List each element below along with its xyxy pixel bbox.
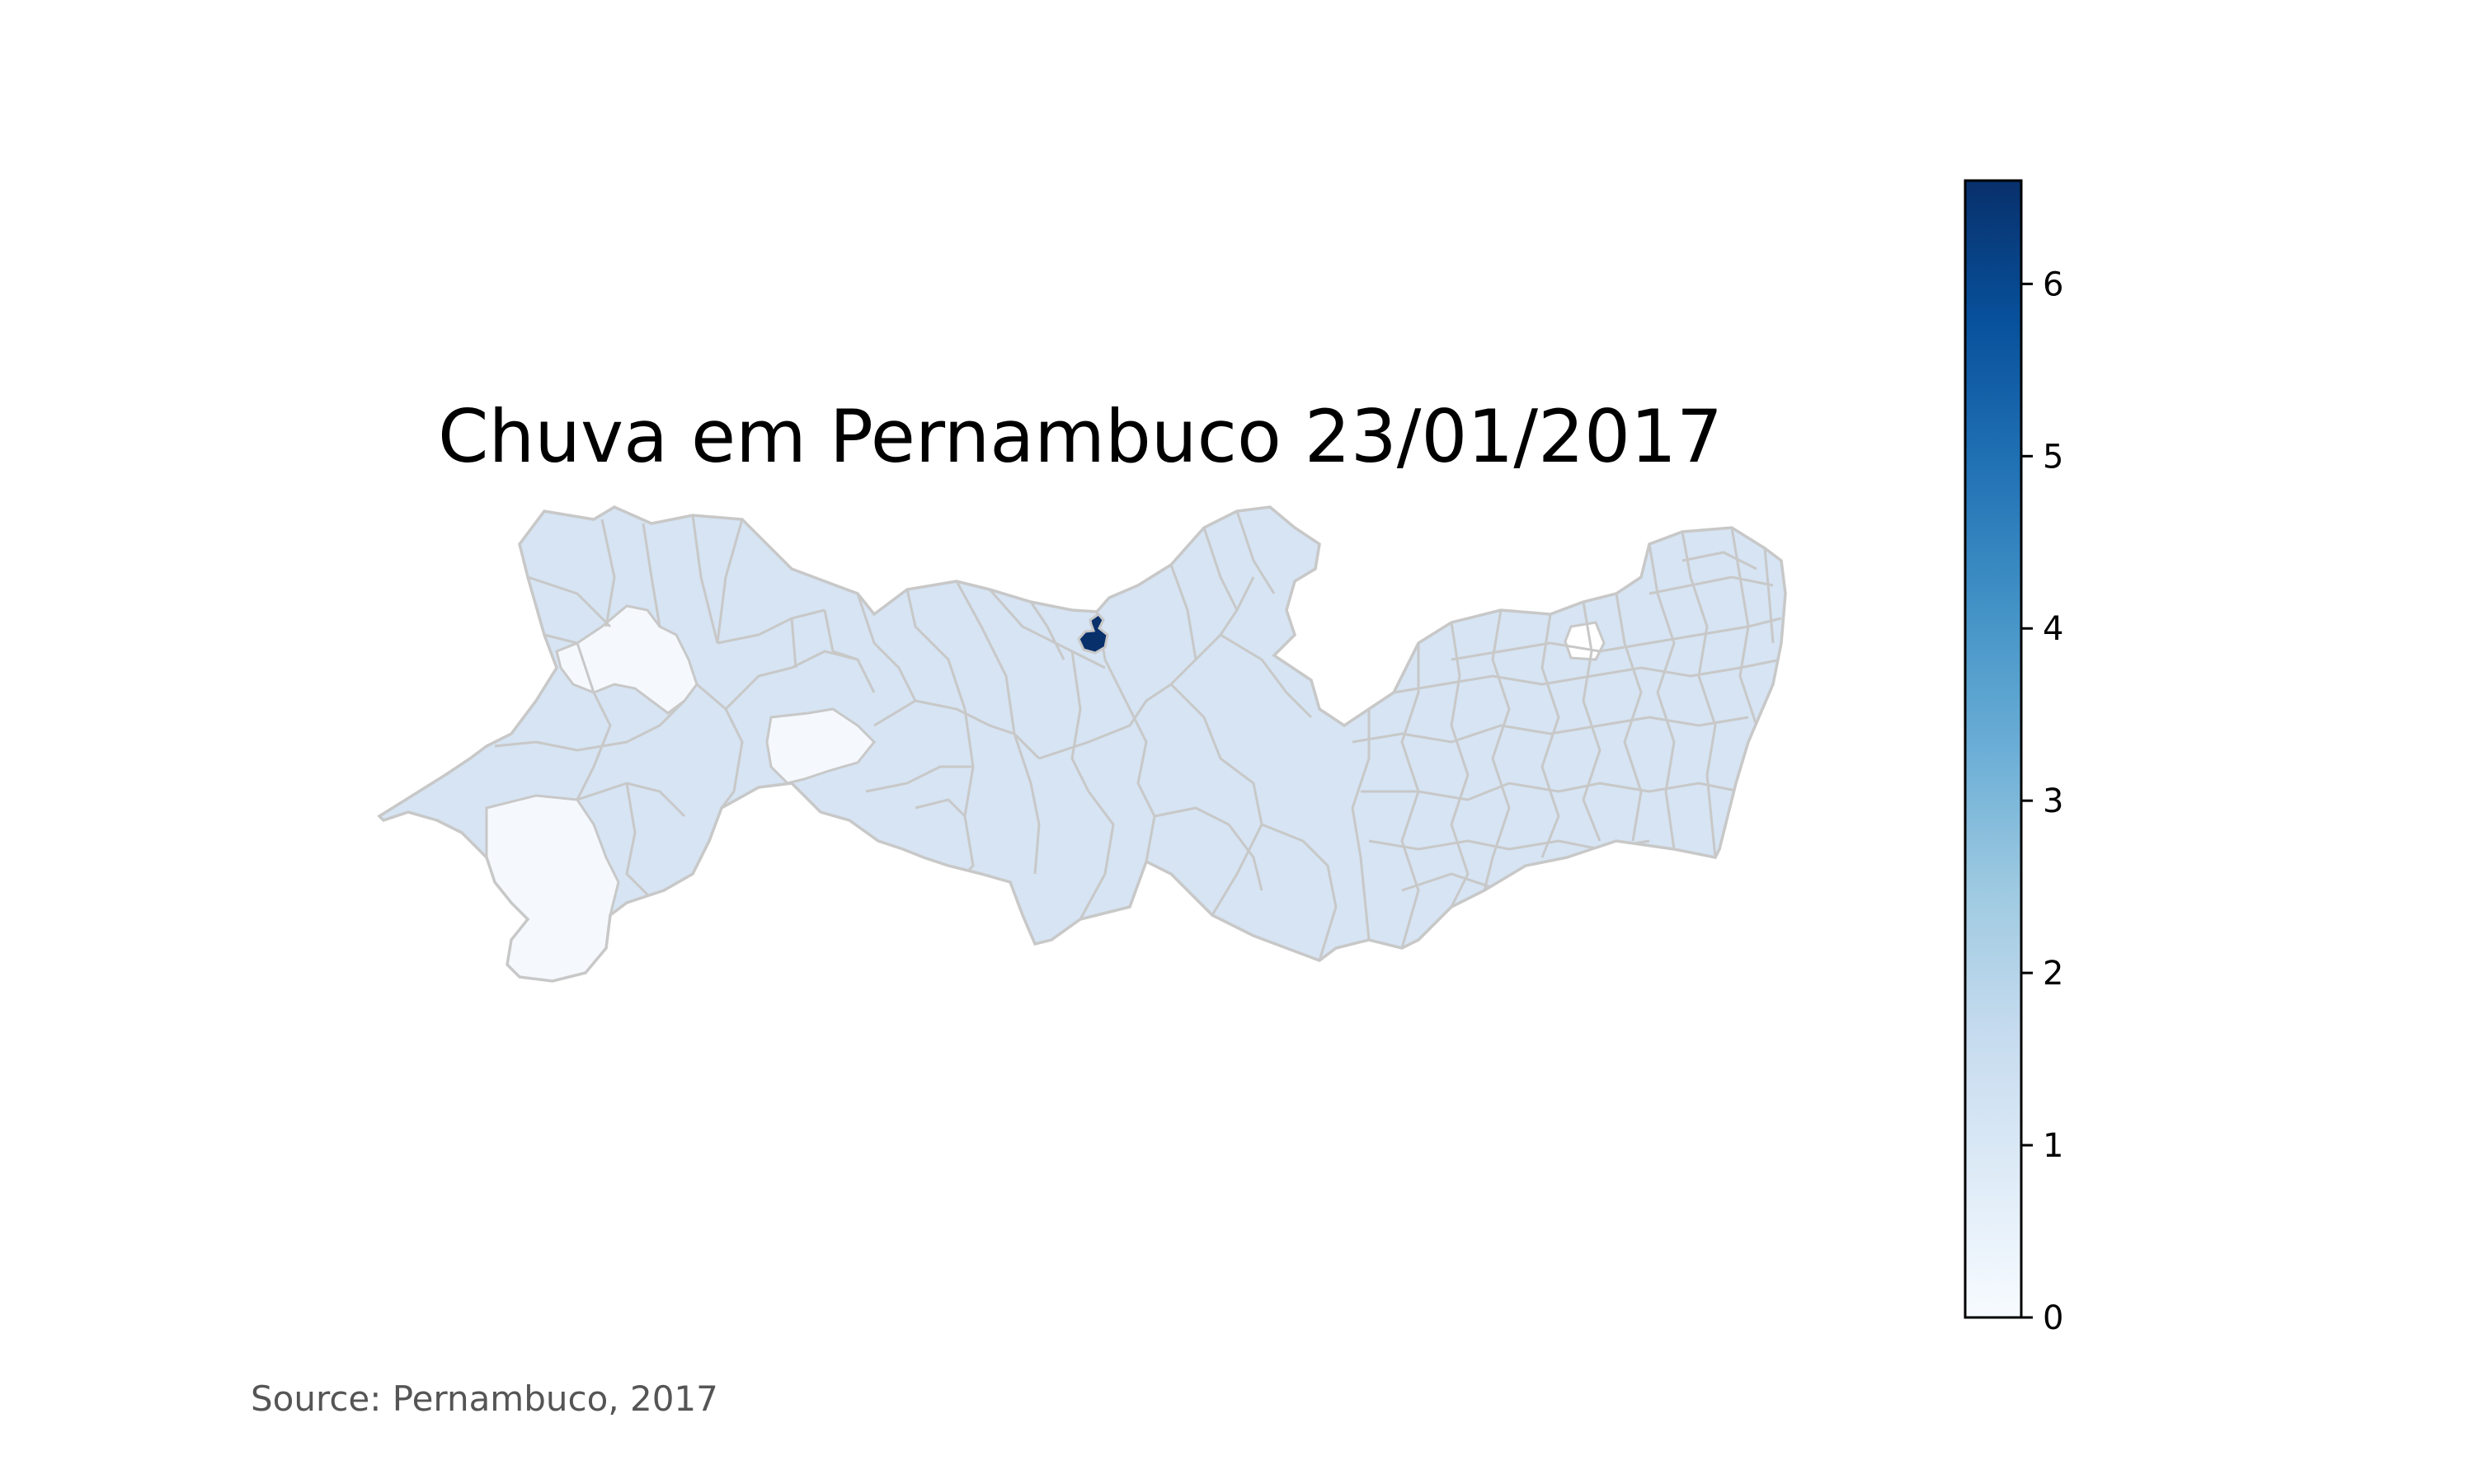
source-note: Source: Pernambuco, 2017 (251, 1378, 718, 1419)
municipality-low-east (1564, 621, 1606, 661)
map-title: Chuva em Pernambuco 23/01/2017 (438, 394, 1723, 479)
colorbar: 0 1 2 3 4 5 6 (1964, 179, 2063, 1337)
municipality-highlight (1077, 612, 1109, 655)
municipality-low-center (765, 707, 877, 785)
colorbar-tick-label: 3 (2043, 782, 2063, 820)
colorbar-tick-label: 0 (2043, 1299, 2063, 1337)
colorbar-tick-label: 4 (2043, 610, 2063, 648)
colorbar-ticks: 0 1 2 3 4 5 6 (2021, 265, 2063, 1337)
colorbar-tick-label: 6 (2043, 265, 2063, 303)
colorbar-tick-label: 1 (2043, 1127, 2063, 1165)
pernambuco-map (378, 505, 1787, 983)
colorbar-tick-label: 2 (2043, 955, 2063, 993)
colorbar-gradient (1964, 179, 2023, 1319)
colorbar-tick-label: 5 (2043, 438, 2063, 476)
